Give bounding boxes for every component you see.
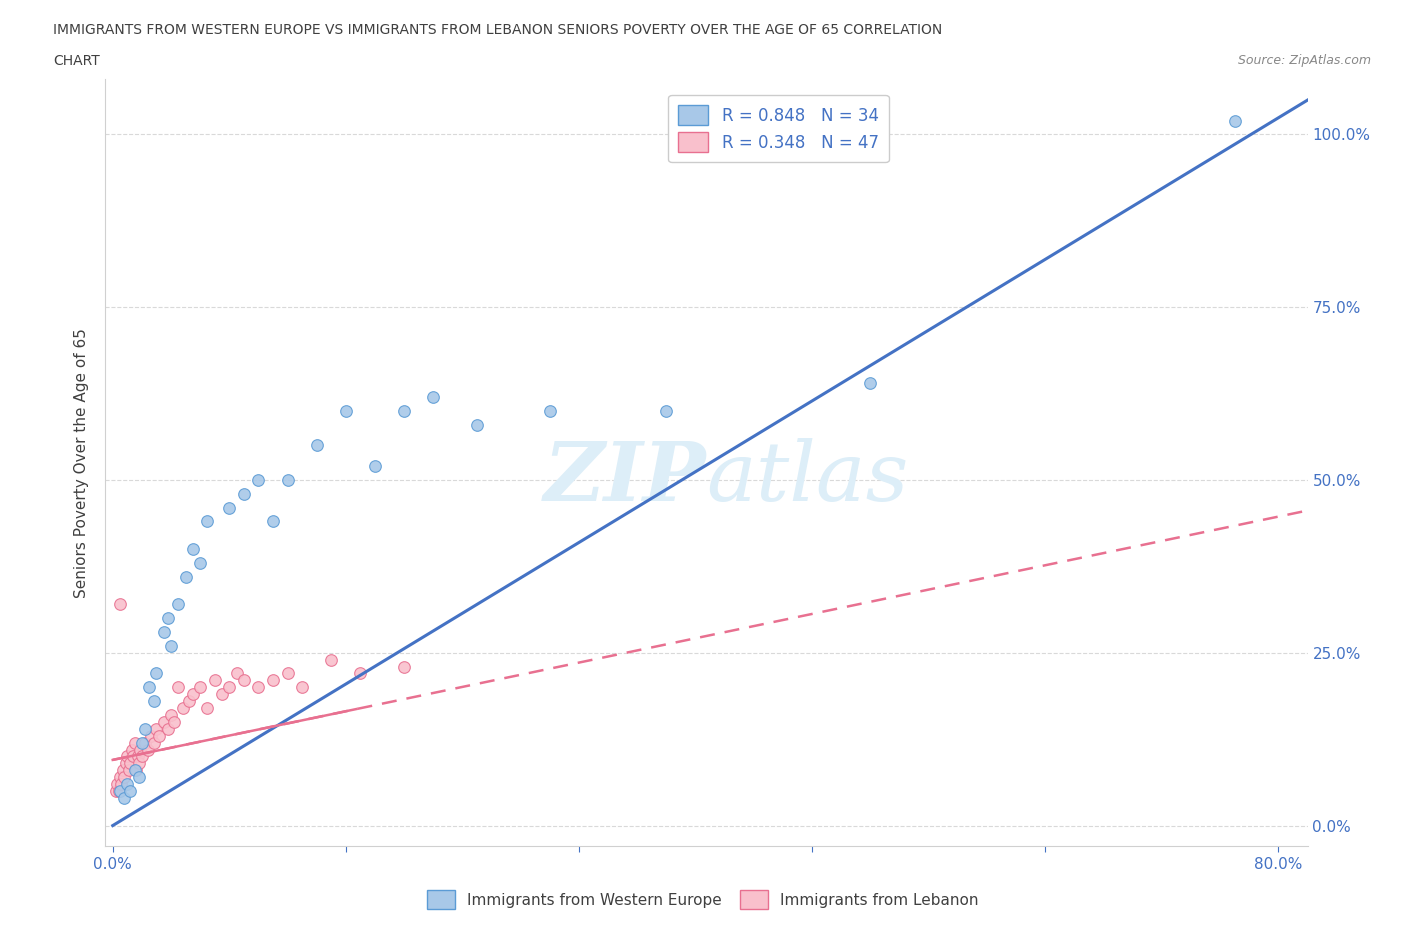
- Point: [1223, 113, 1246, 128]
- Point: [145, 722, 167, 737]
- Y-axis label: Seniors Poverty Over the Age of 65: Seniors Poverty Over the Age of 65: [75, 327, 90, 598]
- Text: IMMIGRANTS FROM WESTERN EUROPE VS IMMIGRANTS FROM LEBANON SENIORS POVERTY OVER T: IMMIGRANTS FROM WESTERN EUROPE VS IMMIGR…: [53, 23, 942, 37]
- Point: [138, 680, 160, 695]
- Point: [134, 736, 156, 751]
- Point: [131, 749, 153, 764]
- Point: [188, 680, 211, 695]
- Legend: Immigrants from Western Europe, Immigrants from Lebanon: Immigrants from Western Europe, Immigran…: [422, 884, 984, 915]
- Point: [465, 418, 488, 432]
- Point: [422, 390, 444, 405]
- Point: [152, 714, 174, 729]
- Point: [181, 541, 204, 556]
- Point: [128, 770, 150, 785]
- Point: [124, 736, 146, 751]
- Point: [392, 404, 415, 418]
- Point: [181, 686, 204, 701]
- Point: [232, 486, 254, 501]
- Point: [117, 749, 139, 764]
- Point: [349, 666, 371, 681]
- Point: [197, 514, 219, 529]
- Point: [305, 438, 328, 453]
- Point: [188, 555, 211, 570]
- Point: [321, 652, 343, 667]
- Point: [160, 708, 183, 723]
- Point: [177, 694, 200, 709]
- Point: [139, 728, 162, 743]
- Point: [211, 686, 233, 701]
- Point: [121, 742, 143, 757]
- Text: atlas: atlas: [707, 438, 908, 518]
- Text: ZIP: ZIP: [544, 438, 707, 518]
- Point: [142, 694, 165, 709]
- Point: [262, 673, 284, 688]
- Point: [277, 666, 299, 681]
- Point: [120, 756, 142, 771]
- Point: [232, 673, 254, 688]
- Point: [204, 673, 226, 688]
- Point: [247, 472, 270, 487]
- Point: [538, 404, 561, 418]
- Point: [364, 458, 387, 473]
- Point: [197, 700, 219, 715]
- Point: [247, 680, 270, 695]
- Point: [142, 736, 165, 751]
- Point: [124, 763, 146, 777]
- Point: [107, 784, 129, 799]
- Point: [125, 763, 148, 777]
- Point: [108, 597, 131, 612]
- Point: [111, 763, 134, 777]
- Point: [112, 770, 135, 785]
- Point: [157, 611, 180, 626]
- Point: [120, 784, 142, 799]
- Point: [152, 625, 174, 640]
- Point: [160, 638, 183, 653]
- Point: [112, 790, 135, 805]
- Point: [335, 404, 357, 418]
- Point: [136, 742, 159, 757]
- Point: [225, 666, 247, 681]
- Point: [117, 777, 139, 791]
- Point: [115, 756, 138, 771]
- Point: [167, 597, 190, 612]
- Point: [218, 680, 240, 695]
- Point: [172, 700, 194, 715]
- Point: [104, 784, 127, 799]
- Point: [108, 770, 131, 785]
- Point: [105, 777, 128, 791]
- Point: [128, 756, 150, 771]
- Text: Source: ZipAtlas.com: Source: ZipAtlas.com: [1237, 54, 1371, 67]
- Point: [262, 514, 284, 529]
- Point: [167, 680, 190, 695]
- Text: CHART: CHART: [53, 54, 100, 68]
- Point: [174, 569, 197, 584]
- Legend: R = 0.848   N = 34, R = 0.348   N = 47: R = 0.848 N = 34, R = 0.348 N = 47: [668, 95, 889, 163]
- Point: [218, 500, 240, 515]
- Point: [118, 763, 141, 777]
- Point: [145, 666, 167, 681]
- Point: [108, 784, 131, 799]
- Point: [131, 736, 153, 751]
- Point: [655, 404, 678, 418]
- Point: [110, 777, 132, 791]
- Point: [859, 376, 882, 391]
- Point: [127, 749, 149, 764]
- Point: [163, 714, 186, 729]
- Point: [129, 742, 152, 757]
- Point: [157, 722, 180, 737]
- Point: [392, 659, 415, 674]
- Point: [134, 722, 156, 737]
- Point: [277, 472, 299, 487]
- Point: [148, 728, 170, 743]
- Point: [291, 680, 314, 695]
- Point: [122, 749, 145, 764]
